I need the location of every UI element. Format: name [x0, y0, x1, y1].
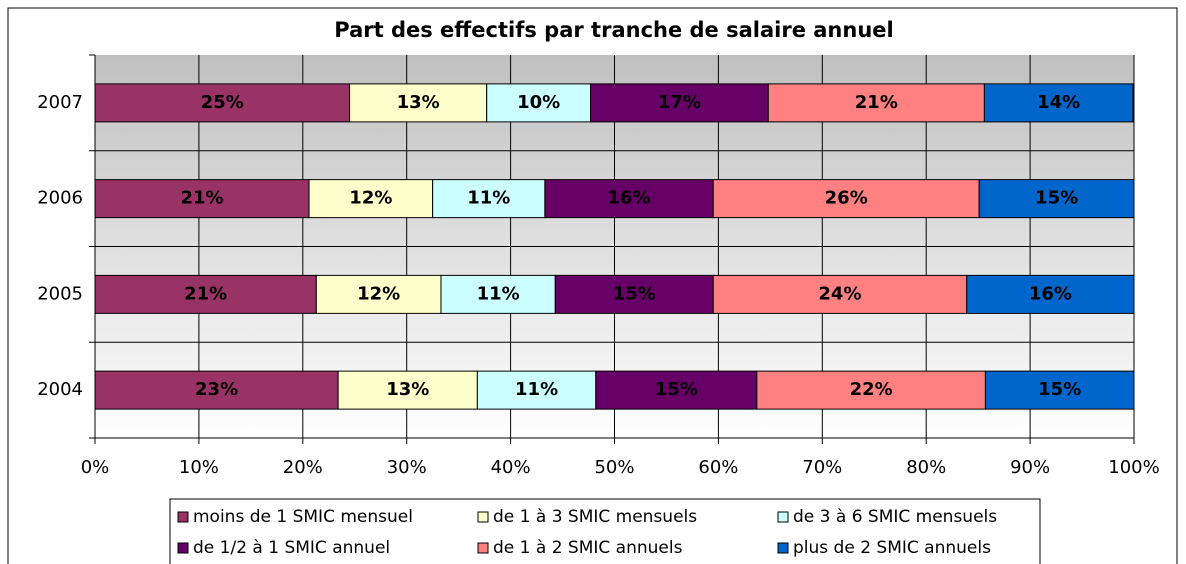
- value-label: 21%: [184, 283, 227, 304]
- value-label: 12%: [349, 188, 392, 209]
- legend-swatch: [477, 542, 489, 554]
- x-tick-label: 0%: [81, 457, 110, 478]
- legend-label: de 1 à 2 SMIC annuels: [493, 538, 683, 558]
- value-label: 11%: [467, 188, 510, 209]
- legend-swatch: [777, 542, 789, 554]
- bar-segment: [94, 83, 351, 123]
- value-label: 13%: [386, 379, 429, 400]
- bar-segment: [544, 179, 714, 219]
- y-tick-label: 2007: [37, 92, 83, 113]
- legend-swatch: [177, 511, 189, 523]
- x-tick-label: 40%: [491, 457, 531, 478]
- bar-segment: [554, 274, 714, 314]
- x-tick-label: 20%: [283, 457, 323, 478]
- x-tick-label: 30%: [387, 457, 427, 478]
- value-label: 16%: [1029, 283, 1072, 304]
- bar-segment: [966, 274, 1135, 314]
- x-tick-label: 70%: [802, 457, 842, 478]
- legend-swatch: [777, 511, 789, 523]
- bar-segment: [432, 179, 546, 219]
- chart-title: Part des effectifs par tranche de salair…: [334, 18, 893, 42]
- value-label: 12%: [357, 283, 400, 304]
- bar-segment: [94, 179, 310, 219]
- value-label: 11%: [515, 379, 558, 400]
- value-label: 23%: [195, 379, 238, 400]
- legend: moins de 1 SMIC mensuel de 1 à 3 SMIC men…: [177, 507, 997, 558]
- bar-segment: [712, 179, 980, 219]
- x-tick-label: 100%: [1108, 457, 1159, 478]
- bar-segment: [337, 370, 478, 410]
- value-label: 26%: [825, 188, 868, 209]
- value-label: 15%: [655, 379, 698, 400]
- legend-label: de 1 à 3 SMIC mensuels: [493, 507, 697, 527]
- bar-segment: [590, 83, 769, 123]
- bar-segment: [712, 274, 968, 314]
- bar-segment: [983, 83, 1134, 123]
- value-label: 13%: [397, 92, 440, 113]
- x-tick-label: 50%: [594, 457, 634, 478]
- value-label: 25%: [201, 92, 244, 113]
- bar-segment: [486, 83, 592, 123]
- bar-segment: [978, 179, 1135, 219]
- value-label: 21%: [855, 92, 898, 113]
- legend-swatch: [477, 511, 489, 523]
- x-tick-label: 10%: [179, 457, 219, 478]
- bar-segment: [315, 274, 442, 314]
- bar-segment: [595, 370, 758, 410]
- value-label: 15%: [1035, 188, 1078, 209]
- x-tick-label: 90%: [1010, 457, 1050, 478]
- legend-label: moins de 1 SMIC mensuel: [193, 507, 413, 527]
- y-tick-label: 2004: [37, 379, 83, 400]
- value-label: 15%: [613, 283, 656, 304]
- x-tick-label: 60%: [698, 457, 738, 478]
- value-label: 16%: [607, 188, 650, 209]
- bar-segment: [984, 370, 1135, 410]
- y-tick-label: 2005: [37, 283, 83, 304]
- value-label: 15%: [1038, 379, 1081, 400]
- x-tick-label: 80%: [906, 457, 946, 478]
- value-label: 17%: [658, 92, 701, 113]
- bar-segment: [349, 83, 488, 123]
- bars: 25% 13% 10% 17% 21% 14% 21% 12% 11% 16% 26% 15% 21% 1…: [94, 83, 1135, 410]
- bar-segment: [440, 274, 556, 314]
- value-label: 11%: [477, 283, 520, 304]
- bar-segment: [767, 83, 985, 123]
- value-label: 22%: [850, 379, 893, 400]
- value-label: 21%: [180, 188, 223, 209]
- y-tick-label: 2006: [37, 188, 83, 209]
- bar-segment: [94, 274, 317, 314]
- value-label: 24%: [818, 283, 861, 304]
- value-label: 10%: [517, 92, 560, 113]
- legend-label: de 3 à 6 SMIC mensuels: [793, 507, 997, 527]
- legend-label: plus de 2 SMIC annuels: [793, 538, 991, 558]
- legend-swatch: [177, 542, 189, 554]
- legend-label: de 1/2 à 1 SMIC annuel: [193, 538, 390, 558]
- legend-box: [169, 498, 1041, 564]
- value-label: 14%: [1037, 92, 1080, 113]
- grid: 0% 10% 20% 30% 40% 50% 60% 70% 80% 90% 100% 2007 200…: [37, 54, 1160, 478]
